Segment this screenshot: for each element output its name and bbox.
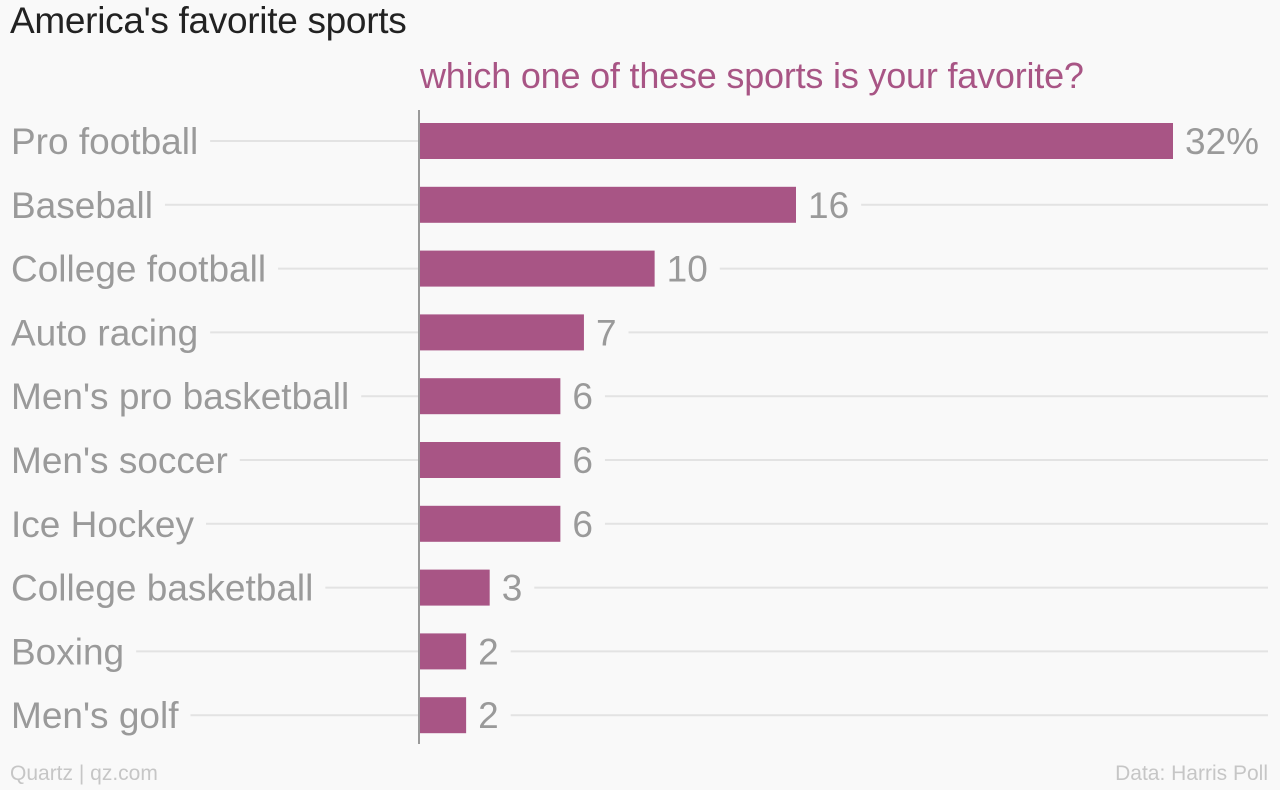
category-label: College football bbox=[11, 249, 266, 290]
category-label: Ice Hockey bbox=[11, 504, 195, 545]
bar bbox=[420, 314, 584, 351]
category-label: Baseball bbox=[11, 185, 153, 226]
bar bbox=[420, 697, 467, 734]
value-label: 7 bbox=[596, 312, 617, 353]
bar bbox=[420, 569, 490, 606]
category-label: Boxing bbox=[11, 631, 124, 672]
category-label: Auto racing bbox=[11, 312, 198, 353]
bars bbox=[420, 123, 1173, 734]
bar bbox=[420, 378, 561, 415]
bar bbox=[420, 186, 796, 223]
bar bbox=[420, 123, 1173, 159]
value-label: 6 bbox=[572, 440, 593, 481]
value-label: 6 bbox=[572, 504, 593, 545]
value-label: 3 bbox=[502, 568, 523, 609]
category-label: Men's golf bbox=[11, 695, 179, 736]
chart-title: America's favorite sports bbox=[10, 0, 407, 41]
value-label: 10 bbox=[667, 249, 708, 290]
category-label: Men's pro basketball bbox=[11, 376, 349, 417]
value-label: 2 bbox=[478, 631, 499, 672]
value-label: 32% bbox=[1185, 121, 1259, 162]
value-label: 2 bbox=[478, 695, 499, 736]
bar bbox=[420, 633, 467, 670]
data-source: Data: Harris Poll bbox=[1115, 762, 1268, 785]
bar bbox=[420, 442, 561, 478]
bar bbox=[420, 505, 561, 542]
category-label: Pro football bbox=[11, 121, 198, 162]
value-label: 6 bbox=[572, 376, 593, 417]
value-label: 16 bbox=[808, 185, 849, 226]
source-credit: Quartz | qz.com bbox=[10, 762, 158, 785]
category-label: College basketball bbox=[11, 568, 313, 609]
category-label: Men's soccer bbox=[11, 440, 228, 481]
chart-subtitle: which one of these sports is your favori… bbox=[420, 55, 1084, 96]
bar bbox=[420, 250, 655, 287]
category-labels: Pro football Baseball College football Auto… bbox=[11, 121, 349, 736]
gridlines bbox=[136, 140, 1268, 717]
